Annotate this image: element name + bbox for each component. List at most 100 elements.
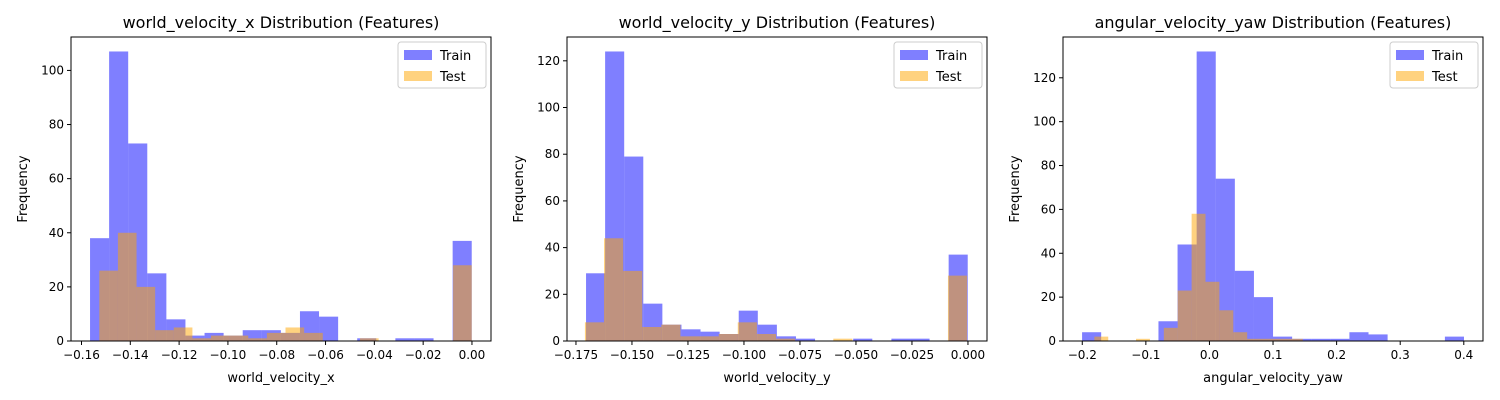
bar-test-13 (1274, 338, 1289, 341)
legend-swatch-train (404, 50, 432, 60)
legend: Train Test (893, 41, 983, 89)
x-tick-label: −0.2 (1068, 348, 1097, 362)
bar-train-13 (1330, 338, 1350, 341)
bar-test-0 (99, 270, 118, 341)
bar-train-12 (1311, 338, 1331, 341)
y-tick-label: 120 (537, 54, 560, 68)
x-tick-label: 0.0 (1200, 348, 1219, 362)
bar-test-5 (680, 336, 700, 341)
legend-swatch-test (1396, 71, 1424, 81)
bar-train-11 (795, 338, 816, 341)
x-tick-label: −0.16 (63, 348, 100, 362)
x-tick-label: −0.075 (778, 348, 822, 362)
y-tick-label: 0 (552, 334, 560, 348)
bar-test-12 (1261, 338, 1275, 341)
chart-panel-1: −0.16 −0.14 −0.12 −0.10 −0.08 −0.06 −0.04 −0.02… (16, 13, 492, 386)
bar-train-17 (414, 338, 434, 341)
legend: Train Test (1389, 41, 1479, 89)
bar-train-19 (1444, 336, 1464, 341)
bar-test-6 (211, 335, 230, 341)
bar-test-4 (173, 327, 193, 341)
y-tick-label: 0 (1048, 334, 1056, 348)
bar-test-11 (304, 332, 323, 341)
x-tick-label: −0.100 (722, 348, 766, 362)
bar-test-7 (1191, 213, 1206, 341)
bar-test-2 (136, 286, 156, 341)
bar-train-8 (1234, 270, 1254, 341)
bar-train-7 (1215, 178, 1235, 341)
bar-train-9 (1253, 297, 1274, 341)
bar-test-10 (775, 338, 796, 341)
legend-label-train: Train (439, 49, 471, 64)
x-axis-label: angular_velocity_yaw (1203, 371, 1343, 386)
chart-title: world_velocity_y Distribution (Features) (619, 13, 936, 33)
bar-test-6 (1177, 290, 1192, 341)
bar-test-8 (1205, 281, 1220, 341)
legend-label-test: Test (1431, 70, 1458, 85)
y-tick-label: 60 (1041, 202, 1056, 216)
bar-test-9 (756, 334, 776, 341)
bar-train-10 (776, 336, 796, 341)
bar-train-14 (853, 338, 873, 341)
x-tick-label: −0.12 (161, 348, 198, 362)
y-tick-label: 80 (49, 118, 64, 132)
bar-train-16 (891, 338, 911, 341)
bar-test-8 (248, 338, 267, 341)
bar-test-13 (833, 338, 853, 341)
x-tick-label: −0.10 (210, 348, 247, 362)
x-axis-label: world_velocity_x (227, 371, 335, 386)
y-tick-label: 60 (49, 172, 64, 186)
x-tick-label: 0.000 (951, 348, 985, 362)
bar-test-14 (1288, 338, 1303, 341)
x-tick-label: −0.06 (307, 348, 344, 362)
x-tick-label: −0.125 (666, 348, 710, 362)
x-tick-label: −0.08 (258, 348, 295, 362)
legend-swatch-test (900, 71, 928, 81)
y-tick-label: 40 (1041, 246, 1056, 260)
bar-test-4 (661, 324, 681, 341)
x-tick-label: 0.4 (1454, 348, 1473, 362)
y-axis-label: Frequency (16, 155, 31, 222)
bar-train-10 (1273, 336, 1293, 341)
x-tick-label: 0.00 (459, 348, 486, 362)
bar-test-14 (360, 338, 379, 341)
bar-test-19 (947, 275, 968, 341)
bar-test-5 (192, 338, 212, 341)
bar-train-12 (319, 316, 339, 341)
legend-label-test: Test (935, 70, 962, 85)
bar-test-5 (1163, 327, 1178, 341)
x-tick-label: −0.1 (1131, 348, 1160, 362)
y-tick-label: 100 (1033, 115, 1056, 129)
legend-swatch-train (900, 50, 928, 60)
x-tick-label: −0.14 (112, 348, 149, 362)
bar-test-7 (718, 334, 738, 341)
x-tick-label: −0.04 (356, 348, 393, 362)
legend-label-train: Train (1431, 49, 1463, 64)
y-tick-label: 100 (537, 101, 560, 115)
legend-swatch-test (404, 71, 432, 81)
y-tick-label: 20 (49, 280, 64, 294)
chart-title: world_velocity_x Distribution (Features) (123, 13, 440, 33)
bar-test-2 (623, 270, 643, 341)
chart-panel-2: −0.175 −0.150 −0.125 −0.100 −0.075 −0.050 −0.0… (512, 13, 988, 386)
x-tick-label: −0.175 (554, 348, 598, 362)
bar-train-0 (1082, 332, 1102, 341)
legend: Train Test (397, 41, 487, 89)
bar-test-1 (604, 238, 624, 341)
bar-test-9 (1219, 310, 1234, 341)
bar-test-3 (642, 326, 662, 341)
bar-test-0 (1094, 336, 1109, 341)
y-tick-label: 120 (1033, 71, 1056, 85)
x-axis-label: world_velocity_y (723, 371, 831, 386)
y-axis-label: Frequency (1008, 155, 1023, 222)
axes-frame (70, 36, 492, 342)
legend-label-test: Test (439, 70, 466, 85)
bar-test-3 (155, 330, 174, 341)
y-tick-label: 40 (545, 241, 560, 255)
y-axis-label: Frequency (512, 155, 527, 222)
x-tick-label: −0.025 (890, 348, 934, 362)
x-tick-label: −0.050 (834, 348, 878, 362)
bar-train-8 (242, 330, 262, 341)
bar-train-17 (910, 338, 930, 341)
